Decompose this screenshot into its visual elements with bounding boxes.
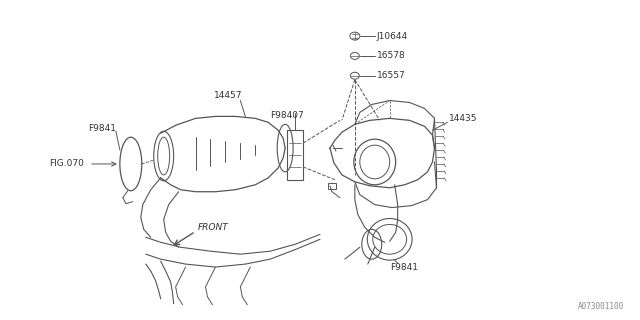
Bar	[287, 130, 303, 180]
Text: 16578: 16578	[377, 52, 406, 60]
Text: J10644: J10644	[377, 32, 408, 41]
Text: F9841: F9841	[88, 124, 116, 133]
Text: A073001100: A073001100	[577, 302, 623, 311]
Text: FRONT: FRONT	[198, 223, 228, 232]
Text: 16557: 16557	[377, 71, 406, 80]
Text: F9841: F9841	[390, 263, 418, 272]
Text: 14457: 14457	[214, 91, 242, 100]
Text: 14435: 14435	[449, 114, 478, 123]
Text: F98407: F98407	[270, 111, 304, 120]
Bar	[328, 183, 336, 189]
Text: FIG.070: FIG.070	[49, 159, 84, 168]
